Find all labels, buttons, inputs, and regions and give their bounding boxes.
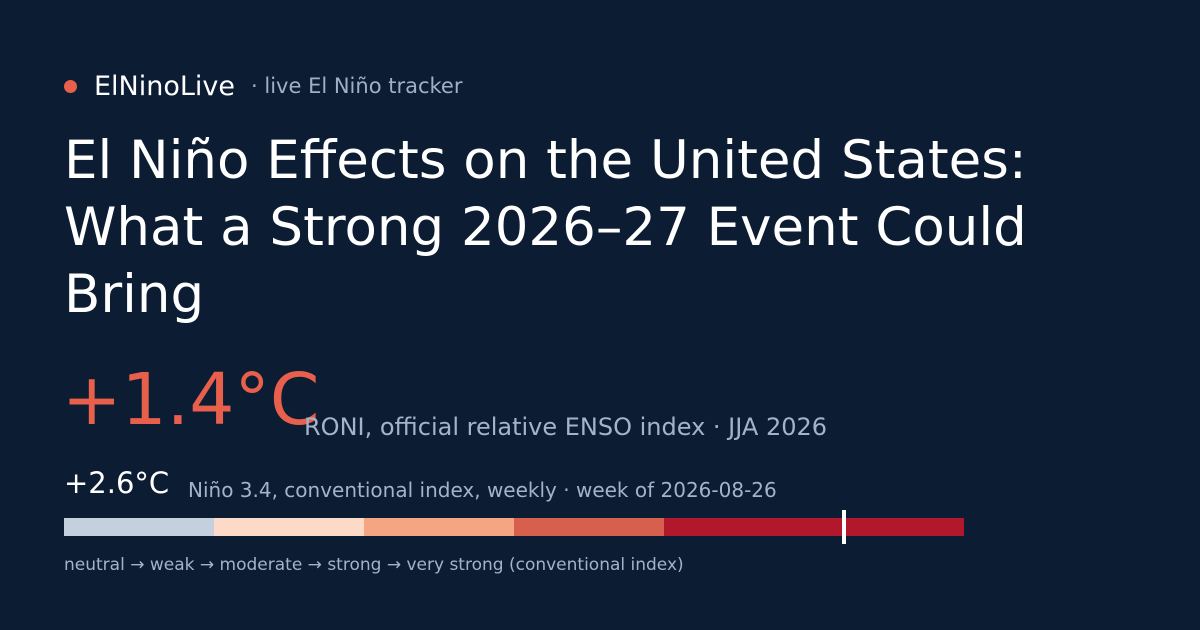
title-line: Bring — [64, 264, 205, 325]
brand-name[interactable]: ElNinoLive — [94, 70, 236, 102]
scale-segment — [214, 518, 364, 536]
scale-segment — [364, 518, 514, 536]
brand: ElNinoLive · live El Niño tracker — [64, 68, 462, 104]
strength-scale-bar — [64, 518, 964, 536]
scale-legend: neutral → weak → moderate → strong → ver… — [64, 555, 684, 575]
title-line: What a Strong 2026–27 Event Could — [64, 197, 1027, 258]
scale-segment — [64, 518, 214, 536]
nino34-description: Niño 3.4, conventional index, weekly · w… — [188, 478, 777, 502]
scale-segment — [514, 518, 664, 536]
nino34-value: +2.6°C — [64, 466, 170, 500]
current-value-marker — [842, 510, 846, 544]
title-line: El Niño Effects on the United States: — [64, 130, 1027, 191]
roni-value: +1.4°C — [62, 358, 320, 441]
scale-segment — [664, 518, 964, 536]
brand-tagline: · live El Niño tracker — [251, 74, 463, 98]
live-dot-icon — [64, 79, 77, 93]
roni-description: RONI, official relative ENSO index · JJA… — [304, 413, 828, 441]
page-title: El Niño Effects on the United States: Wh… — [64, 127, 1144, 328]
